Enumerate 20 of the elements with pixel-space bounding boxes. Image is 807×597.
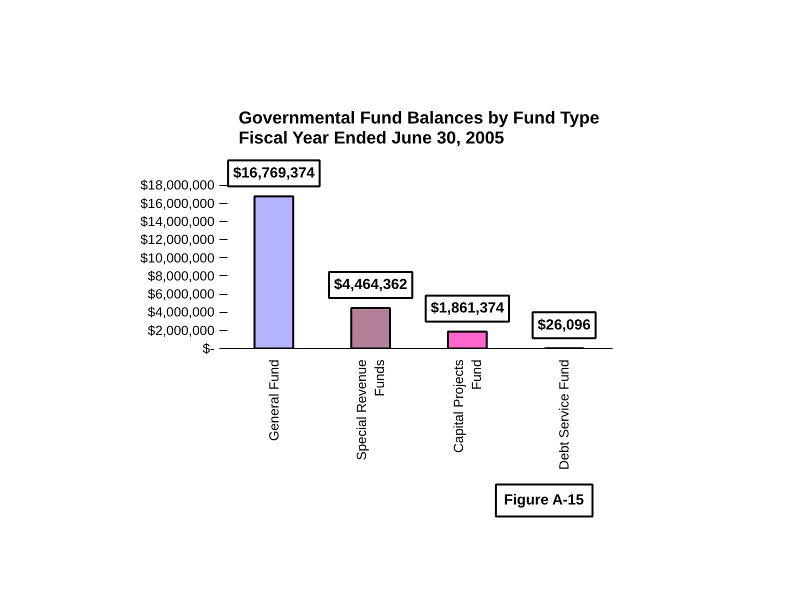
y-tick-label: $2,000,000 (148, 322, 215, 338)
x-tick-label: Special Revenue Funds (354, 359, 388, 460)
chart-title: Governmental Fund Balances by Fund Type Fiscal Year Ended June 30, 2005 (238, 108, 600, 148)
y-tick-label: $- (202, 341, 215, 356)
y-tick-label: $12,000,000 (140, 232, 215, 248)
y-tick-label: $14,000,000 (140, 214, 215, 229)
x-tick-label: Capital Projects Fund (450, 359, 484, 453)
data-label: $16,769,374 (233, 165, 316, 182)
data-label: $1,861,374 (430, 300, 505, 317)
y-tick-label: $6,000,000 (148, 286, 215, 302)
data-label: $4,464,362 (334, 276, 408, 293)
text: Figure A-15 (504, 492, 584, 508)
y-tick-label: $8,000,000 (148, 268, 215, 284)
y-tick-label: $10,000,000 (140, 250, 215, 266)
y-tick-label: $18,000,000 (140, 178, 215, 193)
y-tick-label: $4,000,000 (148, 304, 215, 320)
x-tick-label: Debt Service Fund (556, 359, 572, 470)
y-tick-label: $16,000,000 (140, 196, 215, 211)
data-label: $26,096 (538, 317, 591, 334)
x-tick-label: General Fund (266, 360, 282, 441)
